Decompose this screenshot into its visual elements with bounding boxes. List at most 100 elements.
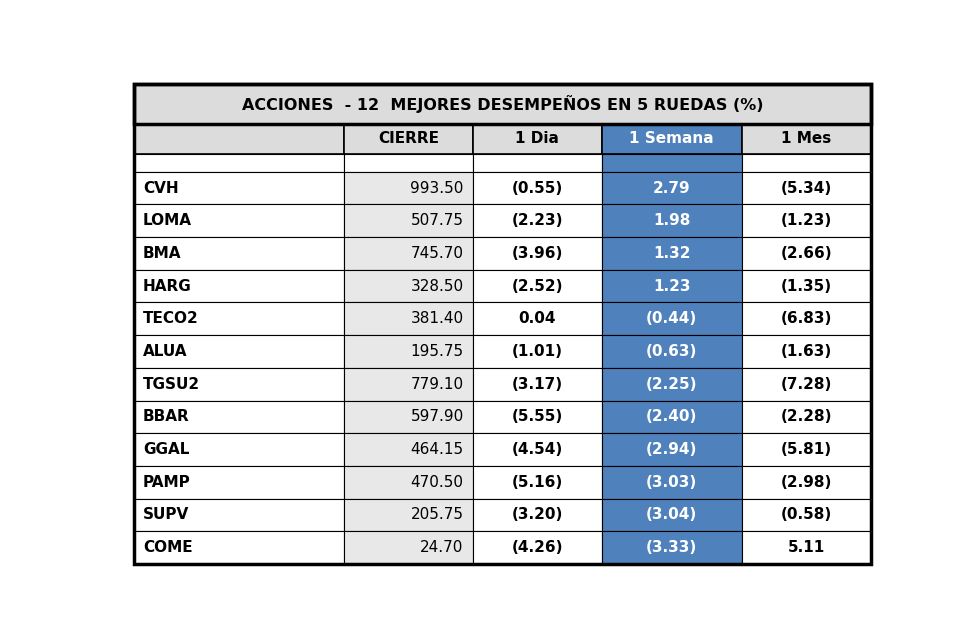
Text: (5.81): (5.81) bbox=[781, 442, 832, 457]
Bar bbox=[472, 171, 602, 204]
Text: 745.70: 745.70 bbox=[411, 246, 464, 261]
Text: 470.50: 470.50 bbox=[411, 474, 464, 490]
Bar bbox=[602, 499, 742, 532]
Text: (2.94): (2.94) bbox=[646, 442, 698, 457]
Bar bbox=[742, 499, 870, 532]
Text: CVH: CVH bbox=[143, 180, 178, 196]
Bar bbox=[134, 85, 870, 124]
Bar bbox=[344, 270, 472, 302]
Text: HARG: HARG bbox=[143, 279, 192, 293]
Bar bbox=[134, 124, 344, 153]
Bar bbox=[742, 335, 870, 368]
Bar bbox=[602, 237, 742, 270]
Bar bbox=[602, 335, 742, 368]
Bar bbox=[134, 237, 344, 270]
Bar bbox=[602, 204, 742, 237]
Bar bbox=[134, 204, 344, 237]
Text: (1.63): (1.63) bbox=[780, 344, 832, 359]
Text: (1.35): (1.35) bbox=[781, 279, 832, 293]
Text: 1 Semana: 1 Semana bbox=[629, 131, 714, 146]
Text: (0.58): (0.58) bbox=[780, 507, 832, 523]
Bar bbox=[742, 153, 870, 171]
Bar bbox=[602, 466, 742, 499]
Text: (2.28): (2.28) bbox=[780, 410, 832, 424]
Bar bbox=[134, 499, 344, 532]
Text: 195.75: 195.75 bbox=[411, 344, 464, 359]
Bar bbox=[134, 466, 344, 499]
Text: 1.98: 1.98 bbox=[653, 213, 690, 229]
Bar bbox=[472, 433, 602, 466]
Bar bbox=[134, 153, 344, 171]
Text: (3.33): (3.33) bbox=[646, 540, 698, 555]
Text: 381.40: 381.40 bbox=[411, 311, 464, 326]
Bar bbox=[602, 171, 742, 204]
Text: (1.23): (1.23) bbox=[780, 213, 832, 229]
Bar bbox=[742, 466, 870, 499]
Bar bbox=[134, 532, 344, 564]
Bar bbox=[134, 171, 344, 204]
Bar bbox=[472, 204, 602, 237]
Text: 1 Mes: 1 Mes bbox=[781, 131, 831, 146]
Text: (4.26): (4.26) bbox=[512, 540, 563, 555]
Text: (3.20): (3.20) bbox=[512, 507, 563, 523]
Bar bbox=[742, 302, 870, 335]
Bar bbox=[602, 153, 742, 171]
Bar bbox=[472, 368, 602, 401]
Text: (2.98): (2.98) bbox=[780, 474, 832, 490]
Text: (4.54): (4.54) bbox=[512, 442, 563, 457]
Bar bbox=[134, 85, 870, 124]
Text: BBAR: BBAR bbox=[143, 410, 190, 424]
Bar bbox=[344, 401, 472, 433]
Text: (0.63): (0.63) bbox=[646, 344, 698, 359]
Text: ACCIONES  - 12  MEJORES DESEMPEÑOS EN 5 RUEDAS (%): ACCIONES - 12 MEJORES DESEMPEÑOS EN 5 RU… bbox=[241, 95, 763, 113]
Text: (2.40): (2.40) bbox=[646, 410, 698, 424]
Text: (3.04): (3.04) bbox=[646, 507, 698, 523]
Bar bbox=[742, 270, 870, 302]
Bar bbox=[472, 270, 602, 302]
Bar bbox=[344, 171, 472, 204]
Bar bbox=[344, 124, 472, 153]
Bar bbox=[742, 433, 870, 466]
Bar bbox=[344, 466, 472, 499]
Bar bbox=[134, 270, 344, 302]
Text: 464.15: 464.15 bbox=[411, 442, 464, 457]
Bar bbox=[472, 499, 602, 532]
Text: BMA: BMA bbox=[143, 246, 181, 261]
Text: 993.50: 993.50 bbox=[411, 180, 464, 196]
Bar bbox=[742, 401, 870, 433]
Text: LOMA: LOMA bbox=[143, 213, 192, 229]
Bar bbox=[472, 335, 602, 368]
Text: ALUA: ALUA bbox=[143, 344, 187, 359]
Text: 205.75: 205.75 bbox=[411, 507, 464, 523]
Text: (6.83): (6.83) bbox=[780, 311, 832, 326]
Bar bbox=[472, 153, 602, 171]
Bar bbox=[742, 532, 870, 564]
Text: (5.55): (5.55) bbox=[512, 410, 563, 424]
Bar bbox=[742, 237, 870, 270]
Bar bbox=[344, 237, 472, 270]
Bar bbox=[602, 270, 742, 302]
Bar bbox=[472, 302, 602, 335]
Bar bbox=[742, 204, 870, 237]
Text: 779.10: 779.10 bbox=[411, 377, 464, 392]
Bar bbox=[472, 466, 602, 499]
Text: (3.17): (3.17) bbox=[512, 377, 563, 392]
Bar bbox=[742, 368, 870, 401]
Bar bbox=[344, 532, 472, 564]
Bar bbox=[602, 302, 742, 335]
Bar bbox=[134, 433, 344, 466]
Bar bbox=[602, 401, 742, 433]
Bar bbox=[344, 335, 472, 368]
Text: GGAL: GGAL bbox=[143, 442, 189, 457]
Bar bbox=[472, 124, 602, 153]
Text: 1.23: 1.23 bbox=[653, 279, 691, 293]
Text: 2.79: 2.79 bbox=[653, 180, 691, 196]
Text: COME: COME bbox=[143, 540, 193, 555]
Bar bbox=[602, 433, 742, 466]
Bar bbox=[602, 124, 742, 153]
Text: TECO2: TECO2 bbox=[143, 311, 199, 326]
Bar bbox=[134, 335, 344, 368]
Bar bbox=[742, 171, 870, 204]
Bar bbox=[134, 368, 344, 401]
Bar bbox=[344, 204, 472, 237]
